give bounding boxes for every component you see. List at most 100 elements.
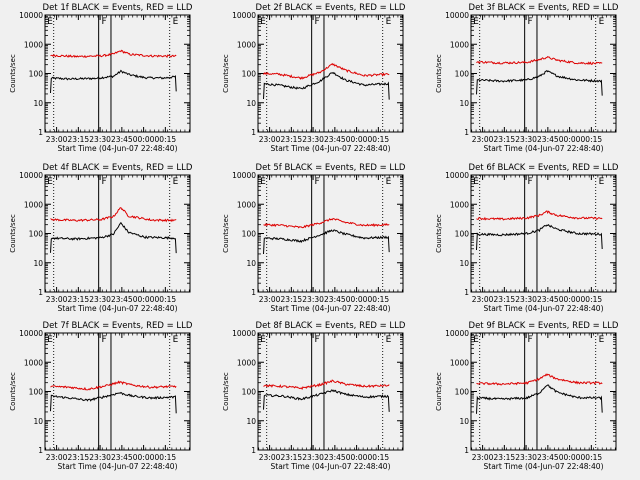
y-tick-label: 10 — [459, 259, 469, 268]
plot-frame — [44, 332, 191, 451]
chart-panel-2: Det 2f BLACK = Events, RED = LLD 1 10 100 10… — [222, 3, 406, 153]
chart-title: Det 3f BLACK = Events, RED = LLD — [469, 3, 619, 13]
y-tick-label: 1000 — [24, 40, 43, 49]
x-tick-label: 23:00 — [259, 453, 281, 462]
x-axis-label: Start Time (04-Jun-07 22:48:40) — [271, 462, 391, 471]
y-tick-label: 1 — [464, 128, 469, 137]
y-tick-label: 100 — [29, 388, 44, 397]
x-tick-label: 00:15 — [368, 453, 390, 462]
x-tick-label: 23:15 — [68, 135, 90, 144]
x-tick-label: 00:15 — [368, 295, 390, 304]
x-axis-label: Start Time (04-Jun-07 22:48:40) — [484, 462, 604, 471]
y-tick-label: 10 — [33, 259, 43, 268]
y-axis-label: Counts/sec — [222, 54, 230, 93]
marker-letter: F — [315, 177, 320, 187]
events-series-line — [263, 71, 390, 100]
plot-frame — [470, 332, 617, 451]
y-tick-label: 1 — [38, 446, 43, 455]
y-tick-label: 100 — [455, 388, 470, 397]
x-tick-label: 00:00 — [133, 135, 155, 144]
x-tick-label: 00:00 — [346, 295, 368, 304]
x-tick-label: 23:45 — [111, 295, 133, 304]
y-tick-label: 1000 — [450, 358, 469, 367]
x-tick-label: 23:45 — [537, 453, 559, 462]
x-tick-label: 23:15 — [281, 135, 303, 144]
y-tick-label: 1000 — [450, 200, 469, 209]
y-tick-label: 1 — [38, 128, 43, 137]
x-tick-label: 23:15 — [281, 295, 303, 304]
x-tick-label: 00:15 — [368, 135, 390, 144]
chart-panel-7: Det 7f BLACK = Events, RED = LLD 1 10 100 10… — [9, 321, 193, 471]
x-tick-label: 23:15 — [494, 135, 516, 144]
chart-title: Det 8f BLACK = Events, RED = LLD — [256, 321, 406, 331]
y-tick-label: 10 — [246, 99, 256, 108]
y-tick-label: 10 — [33, 99, 43, 108]
x-tick-label: 00:00 — [133, 453, 155, 462]
y-tick-label: 1 — [251, 446, 256, 455]
events-series-line — [263, 389, 390, 412]
x-tick-label: 23:45 — [537, 135, 559, 144]
x-tick-label: 00:15 — [581, 295, 603, 304]
marker-letter: F — [315, 335, 320, 345]
x-axis-label: Start Time (04-Jun-07 22:48:40) — [58, 304, 178, 313]
x-axis-label: Start Time (04-Jun-07 22:48:40) — [58, 144, 178, 153]
events-series-line — [263, 229, 390, 255]
y-tick-label: 10 — [246, 417, 256, 426]
x-tick-label: 23:15 — [68, 453, 90, 462]
chart-panel-8: Det 8f BLACK = Events, RED = LLD 1 10 100 10… — [222, 321, 406, 471]
y-tick-label: 10000 — [232, 329, 256, 338]
x-tick-label: 23:30 — [515, 135, 537, 144]
y-axis-label: Counts/sec — [435, 54, 443, 93]
y-tick-label: 10000 — [19, 329, 43, 338]
y-tick-label: 100 — [242, 70, 257, 79]
y-axis-label: Counts/sec — [9, 372, 17, 411]
plot-frame — [44, 174, 191, 293]
chart-panel-5: Det 5f BLACK = Events, RED = LLD 1 10 100 10… — [222, 163, 406, 313]
marker-letter: F — [102, 17, 107, 27]
y-tick-label: 100 — [455, 70, 470, 79]
marker-letter: E — [260, 335, 266, 345]
events-series-line — [50, 391, 177, 414]
x-tick-label: 23:30 — [302, 453, 324, 462]
x-tick-label: 00:00 — [559, 295, 581, 304]
y-tick-label: 1000 — [24, 200, 43, 209]
x-tick-label: 23:30 — [89, 295, 111, 304]
marker-letter: E — [473, 17, 479, 27]
marker-letter: F — [315, 17, 320, 27]
x-tick-label: 23:00 — [472, 135, 494, 144]
x-tick-label: 23:00 — [46, 295, 68, 304]
y-tick-label: 10 — [246, 259, 256, 268]
y-tick-label: 10 — [459, 417, 469, 426]
lld-series-line — [476, 210, 603, 221]
y-tick-label: 1000 — [237, 200, 256, 209]
y-tick-label: 100 — [242, 230, 257, 239]
y-tick-label: 100 — [29, 70, 44, 79]
marker-letter: E — [47, 177, 53, 187]
x-axis-label: Start Time (04-Jun-07 22:48:40) — [58, 462, 178, 471]
x-tick-label: 23:00 — [259, 135, 281, 144]
marker-letter: F — [528, 335, 533, 345]
y-axis-label: Counts/sec — [9, 214, 17, 253]
x-tick-label: 00:15 — [581, 453, 603, 462]
marker-letter: F — [102, 335, 107, 345]
y-axis-label: Counts/sec — [222, 214, 230, 253]
marker-letter: E — [473, 335, 479, 345]
x-tick-label: 23:00 — [259, 295, 281, 304]
chart-title: Det 2f BLACK = Events, RED = LLD — [256, 3, 406, 13]
y-tick-label: 10 — [459, 99, 469, 108]
y-tick-label: 10000 — [232, 11, 256, 20]
x-tick-label: 23:45 — [324, 453, 346, 462]
marker-letter: E — [386, 335, 392, 345]
x-tick-label: 00:15 — [155, 295, 177, 304]
y-tick-label: 1000 — [24, 358, 43, 367]
x-tick-label: 23:45 — [111, 135, 133, 144]
x-tick-label: 23:45 — [111, 453, 133, 462]
chart-title: Det 9f BLACK = Events, RED = LLD — [469, 321, 619, 331]
y-tick-label: 1 — [464, 288, 469, 297]
x-tick-label: 23:00 — [46, 453, 68, 462]
lld-series-line — [476, 55, 603, 65]
y-tick-label: 100 — [242, 388, 257, 397]
x-tick-label: 00:00 — [133, 295, 155, 304]
lld-series-line — [50, 49, 177, 59]
